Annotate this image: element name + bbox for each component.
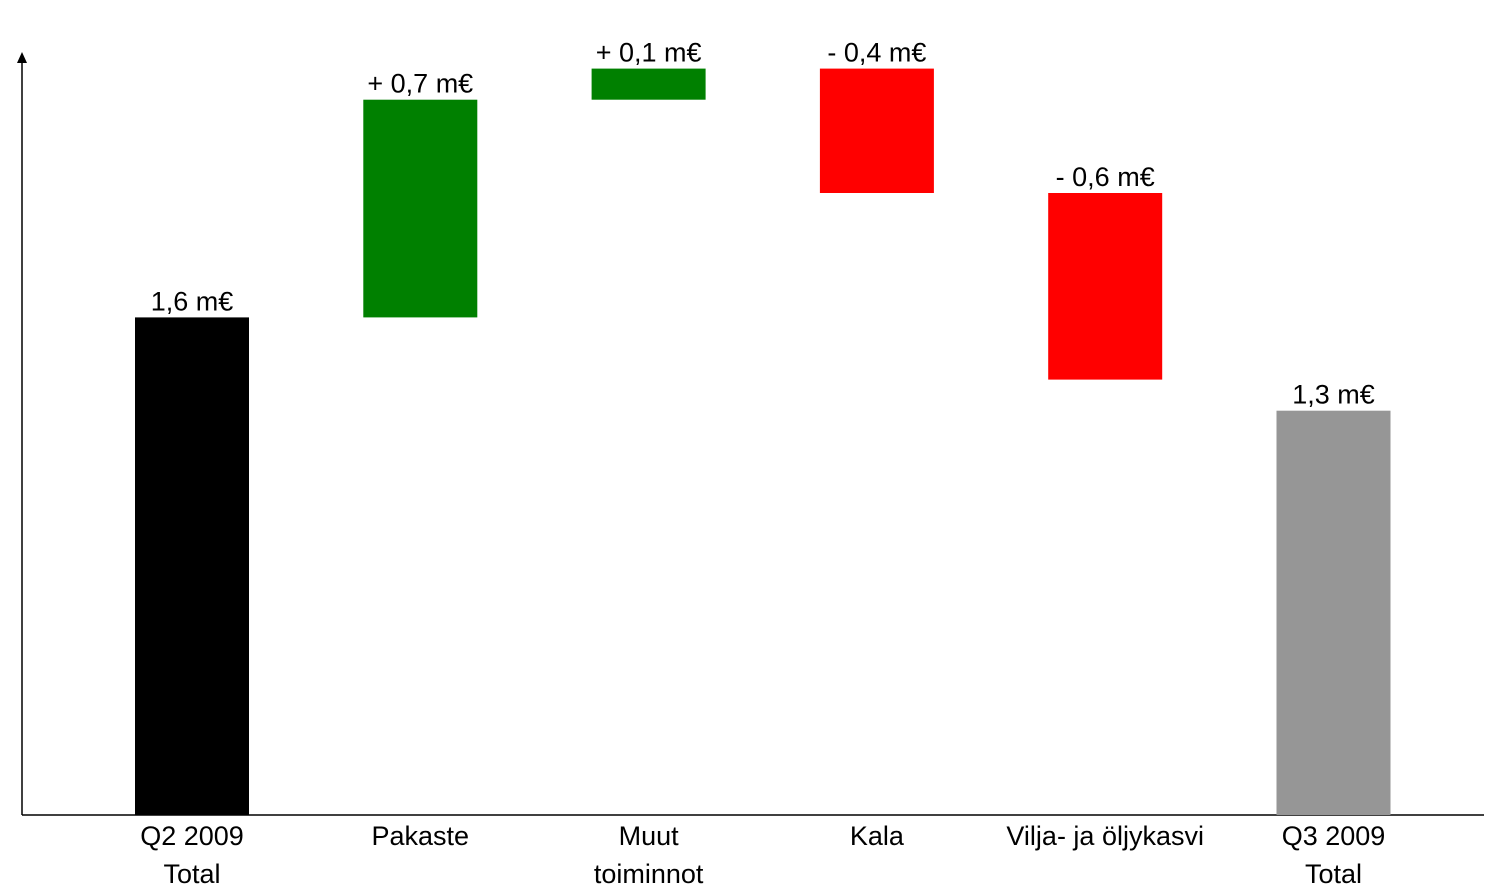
category-label-6: Q3 2009 Total bbox=[1282, 821, 1386, 888]
category-label-3: Muut toiminnot bbox=[594, 821, 704, 888]
value-label-1: 1,6 m€ bbox=[151, 286, 234, 316]
category-label-line: toiminnot bbox=[594, 859, 704, 888]
value-label-2: + 0,7 m€ bbox=[367, 69, 473, 99]
chart-axes bbox=[17, 52, 1484, 816]
category-label-line: Pakaste bbox=[372, 821, 470, 851]
value-label-5: - 0,6 m€ bbox=[1056, 162, 1155, 192]
bar-1 bbox=[135, 317, 249, 815]
category-label-1: Q2 2009 Total bbox=[140, 821, 244, 888]
category-label-5: Vilja- ja öljykasvi bbox=[1006, 821, 1204, 851]
value-label-4: - 0,4 m€ bbox=[827, 38, 926, 68]
category-label-line: Total bbox=[163, 859, 220, 888]
category-label-line: Q2 2009 bbox=[140, 821, 244, 851]
bar-2 bbox=[363, 99, 478, 318]
bar-6 bbox=[1276, 410, 1391, 815]
category-label-line: Vilja- ja öljykasvi bbox=[1006, 821, 1204, 851]
bar-4 bbox=[819, 68, 934, 193]
value-label-6: 1,3 m€ bbox=[1292, 380, 1375, 410]
category-label-line: Kala bbox=[850, 821, 905, 851]
category-label-line: Total bbox=[1305, 859, 1362, 888]
value-label-3: + 0,1 m€ bbox=[596, 38, 702, 68]
bar-3 bbox=[591, 68, 706, 100]
category-labels: Q2 2009 Total Pakaste Muut toiminnot Kala Vilj… bbox=[140, 821, 1385, 888]
category-label-line: Muut bbox=[619, 821, 680, 851]
bar-5 bbox=[1048, 193, 1163, 380]
category-label-line: Q3 2009 bbox=[1282, 821, 1386, 851]
category-label-4: Kala bbox=[850, 821, 905, 851]
y-axis-arrow-icon bbox=[17, 52, 27, 63]
chart-bars bbox=[135, 68, 1391, 815]
category-label-2: Pakaste bbox=[372, 821, 470, 851]
value-labels: 1,6 m€ + 0,7 m€ + 0,1 m€ - 0,4 m€ - 0,6 m€ 1,… bbox=[151, 38, 1375, 410]
